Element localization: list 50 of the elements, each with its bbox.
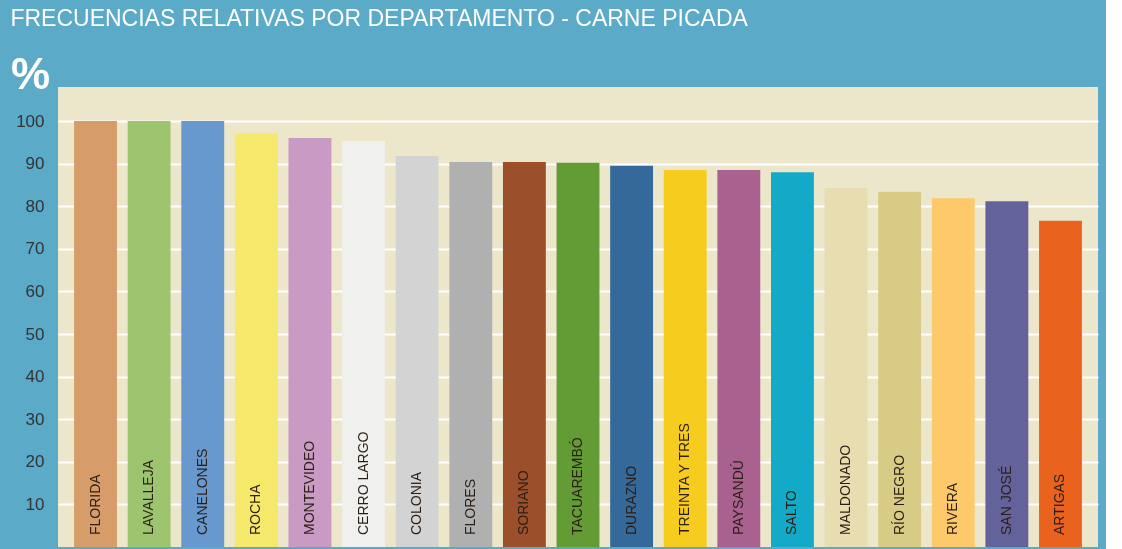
x-tick-label: FLORES: [461, 478, 478, 535]
bar: [610, 165, 654, 547]
bar: [449, 161, 493, 547]
bar: [288, 138, 332, 547]
bar: [717, 170, 761, 547]
x-tick-label: CANELONES: [193, 448, 210, 535]
x-tick-label: SORIANO: [515, 470, 532, 535]
x-tick-label: MALDONADO: [837, 444, 854, 535]
x-tick-label: CERRO LARGO: [354, 431, 371, 535]
y-tick-label: 10: [25, 494, 45, 514]
y-tick-label: 100: [16, 111, 45, 131]
x-tick-label: LAVALLEJA: [140, 459, 157, 535]
bar: [878, 191, 922, 547]
bar: [342, 141, 386, 547]
bar: [556, 162, 600, 547]
y-tick-label: 40: [25, 367, 45, 387]
y-tick-label: 80: [25, 196, 45, 216]
x-tick-label: ROCHA: [247, 483, 264, 535]
x-tick-label: PAYSANDÚ: [729, 460, 746, 535]
x-tick-label: DURAZNO: [622, 465, 639, 535]
bar: [127, 121, 171, 547]
bar: [770, 172, 814, 547]
y-tick-label: 60: [25, 281, 45, 301]
bar: [1039, 220, 1082, 547]
x-tick-label: COLONIA: [408, 471, 425, 535]
y-tick-label: 20: [25, 452, 45, 472]
chart-title: FRECUENCIAS RELATIVAS POR DEPARTAMENTO - CARNE PICADA: [10, 5, 749, 31]
bar: [395, 156, 439, 547]
x-tick-label: MONTEVIDEO: [300, 440, 317, 535]
bar: [931, 198, 975, 547]
bar: [74, 121, 117, 547]
bar: [985, 201, 1029, 547]
bar: [502, 161, 546, 547]
x-tick-label: RÍO NEGRO: [890, 454, 907, 535]
x-tick-label: TREINTA Y TRES: [676, 423, 693, 535]
x-tick-label: TACUAREMBÓ: [569, 437, 585, 535]
x-tick-label: FLORIDA: [86, 473, 103, 535]
y-tick-label: 90: [25, 154, 45, 174]
bar: [181, 121, 225, 547]
x-tick-label: ARTIGAS: [1051, 473, 1068, 535]
y-tick-label: 30: [25, 409, 45, 429]
x-tick-label: SALTO: [783, 490, 800, 535]
bar: [234, 133, 278, 547]
x-tick-label: RIVERA: [944, 482, 961, 535]
bar: [663, 170, 707, 547]
y-axis-title: %: [10, 48, 51, 98]
y-tick-label: 70: [25, 239, 45, 259]
bar: [824, 187, 868, 547]
y-tick-label: 50: [25, 324, 45, 344]
x-tick-label: SAN JOSÉ: [997, 465, 1014, 535]
